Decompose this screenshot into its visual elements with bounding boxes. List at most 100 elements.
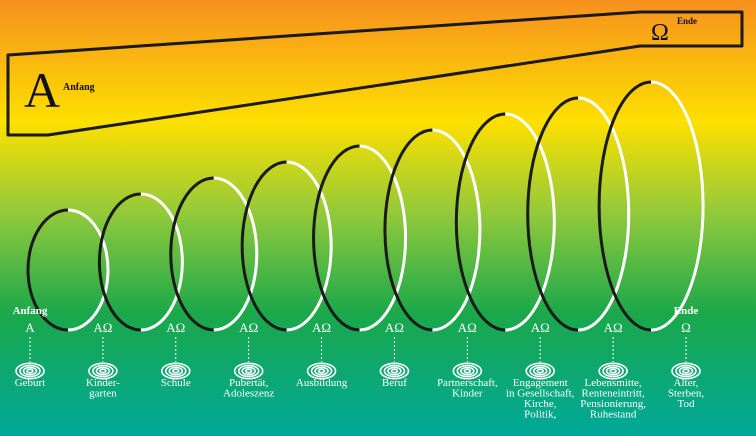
spiral-icon [160, 362, 191, 380]
stage-label-line: Ruhestand [590, 409, 637, 421]
loop-front [213, 176, 259, 332]
spiral-icon [168, 366, 184, 376]
loop-front [651, 80, 705, 332]
stage-label-line: Beruf [382, 377, 407, 389]
loop-back [597, 80, 652, 332]
stage-label-line: Lebensmitte, [585, 377, 642, 389]
loop-back [26, 208, 69, 332]
stage-symbol: AΩ [166, 320, 185, 335]
stage-heading: Ende [674, 305, 699, 317]
spiral-icon [383, 364, 406, 378]
spiral-icon [237, 364, 260, 378]
stage-symbol: AΩ [239, 320, 258, 335]
loop-front [578, 96, 631, 332]
stage-label: Beruf [382, 377, 407, 389]
loop-back [383, 128, 433, 332]
spiral-icon [241, 366, 256, 376]
spiral-icon [460, 366, 475, 376]
spiral-icon [602, 364, 624, 378]
wedge [6, 10, 744, 137]
spiral-icon [164, 364, 187, 378]
end-label: Ende [677, 16, 697, 26]
stage-label: Schule [161, 377, 191, 389]
stage-label: Ausbildung [296, 377, 348, 389]
loop-front [359, 144, 408, 332]
spiral-icon [390, 368, 399, 374]
loop-front [140, 192, 184, 332]
spiral-icon [598, 362, 628, 380]
stage-label-line: Tod [678, 398, 695, 410]
spiral-icon [171, 368, 180, 374]
spiral-icon [233, 362, 264, 380]
spiral-icon [15, 362, 45, 380]
stage-label-line: Engagement [513, 377, 568, 389]
stage-symbol: Ω [681, 320, 691, 335]
stages: Anfang A Geburt AΩ Kinder-garten AΩ Schule AΩ Pu… [13, 305, 705, 421]
stage-symbol: AΩ [604, 320, 623, 335]
loop-back [169, 176, 214, 332]
stage-label: Alter, Sterben, Tod [668, 377, 705, 410]
stage-symbol: AΩ [531, 320, 550, 335]
stage-label-line: Pensionierung, [580, 398, 646, 410]
stage-label-line: garten [89, 388, 117, 400]
stage-symbol: AΩ [312, 320, 331, 335]
loop-front [67, 208, 110, 332]
loop-back [97, 192, 141, 332]
spiral-icon [525, 362, 556, 380]
stage-label: Partnerschaft, Kinder [437, 377, 498, 400]
spiral-icon [22, 366, 38, 376]
stage-symbol: AΩ [458, 320, 477, 335]
loop-front [505, 112, 556, 332]
loops [26, 80, 705, 332]
spiral-icon [671, 362, 701, 380]
spiral-icon [95, 366, 111, 376]
spiral-icon [310, 364, 333, 378]
loop-back [454, 112, 506, 332]
stage-label: Engagement in Gesellschaft, Kirche, Politik… [506, 377, 575, 421]
stage-label-line: Sterben, [668, 388, 705, 400]
stage-label: Geburt [15, 377, 46, 389]
spiral-icon [244, 368, 253, 374]
spiral-icon [682, 368, 690, 374]
stage-label-line: Pubertät, [229, 377, 269, 389]
stage-label: Lebensmitte, Renteneintritt, Pensionierung… [580, 377, 646, 421]
start-letter: A [24, 62, 60, 118]
start-label: Anfang [63, 82, 95, 93]
stage-label-line: Partnerschaft, [437, 377, 498, 389]
stage-symbol: AΩ [385, 320, 404, 335]
spiral-icon [678, 366, 694, 376]
loop-front [286, 160, 333, 332]
loop-back [526, 96, 579, 332]
stage-label-line: Kinder [452, 388, 483, 400]
end-letter: Ω [651, 20, 669, 46]
spiral-icon [675, 364, 697, 378]
spiral-icon [529, 364, 552, 378]
spiral-icon [306, 362, 337, 380]
stage-label-line: Kirche, [524, 398, 557, 410]
stage-symbol: AΩ [93, 320, 112, 335]
spiral-icon [88, 362, 118, 380]
stage-symbol: A [25, 320, 35, 335]
stage-label-line: Alter, [674, 377, 699, 389]
spiral-icon [26, 368, 34, 374]
spiral-icon [456, 364, 479, 378]
stage-label: Pubertät, Adoleszenz [223, 377, 274, 400]
stage-label-line: Geburt [15, 377, 46, 389]
spiral-icon [452, 362, 483, 380]
stage-heading: Anfang [13, 305, 48, 317]
spiral-icon [605, 366, 621, 376]
spiral-icon [314, 366, 329, 376]
stage-label-line: Kinder- [86, 377, 120, 389]
stage-label-line: Ausbildung [296, 377, 348, 389]
stage-label-line: in Gesellschaft, [506, 388, 575, 400]
spiral-icon [99, 368, 107, 374]
stage-label: Kinder-garten [86, 377, 120, 400]
spiral-icon [536, 368, 545, 374]
loop-back [240, 160, 287, 332]
loop-back [312, 144, 360, 332]
stage-label-line: Renteneintritt, [581, 388, 644, 400]
spiral-icon [532, 366, 548, 376]
stage-label-line: Schule [161, 377, 191, 389]
stage-label-line: Adoleszenz [223, 388, 274, 400]
